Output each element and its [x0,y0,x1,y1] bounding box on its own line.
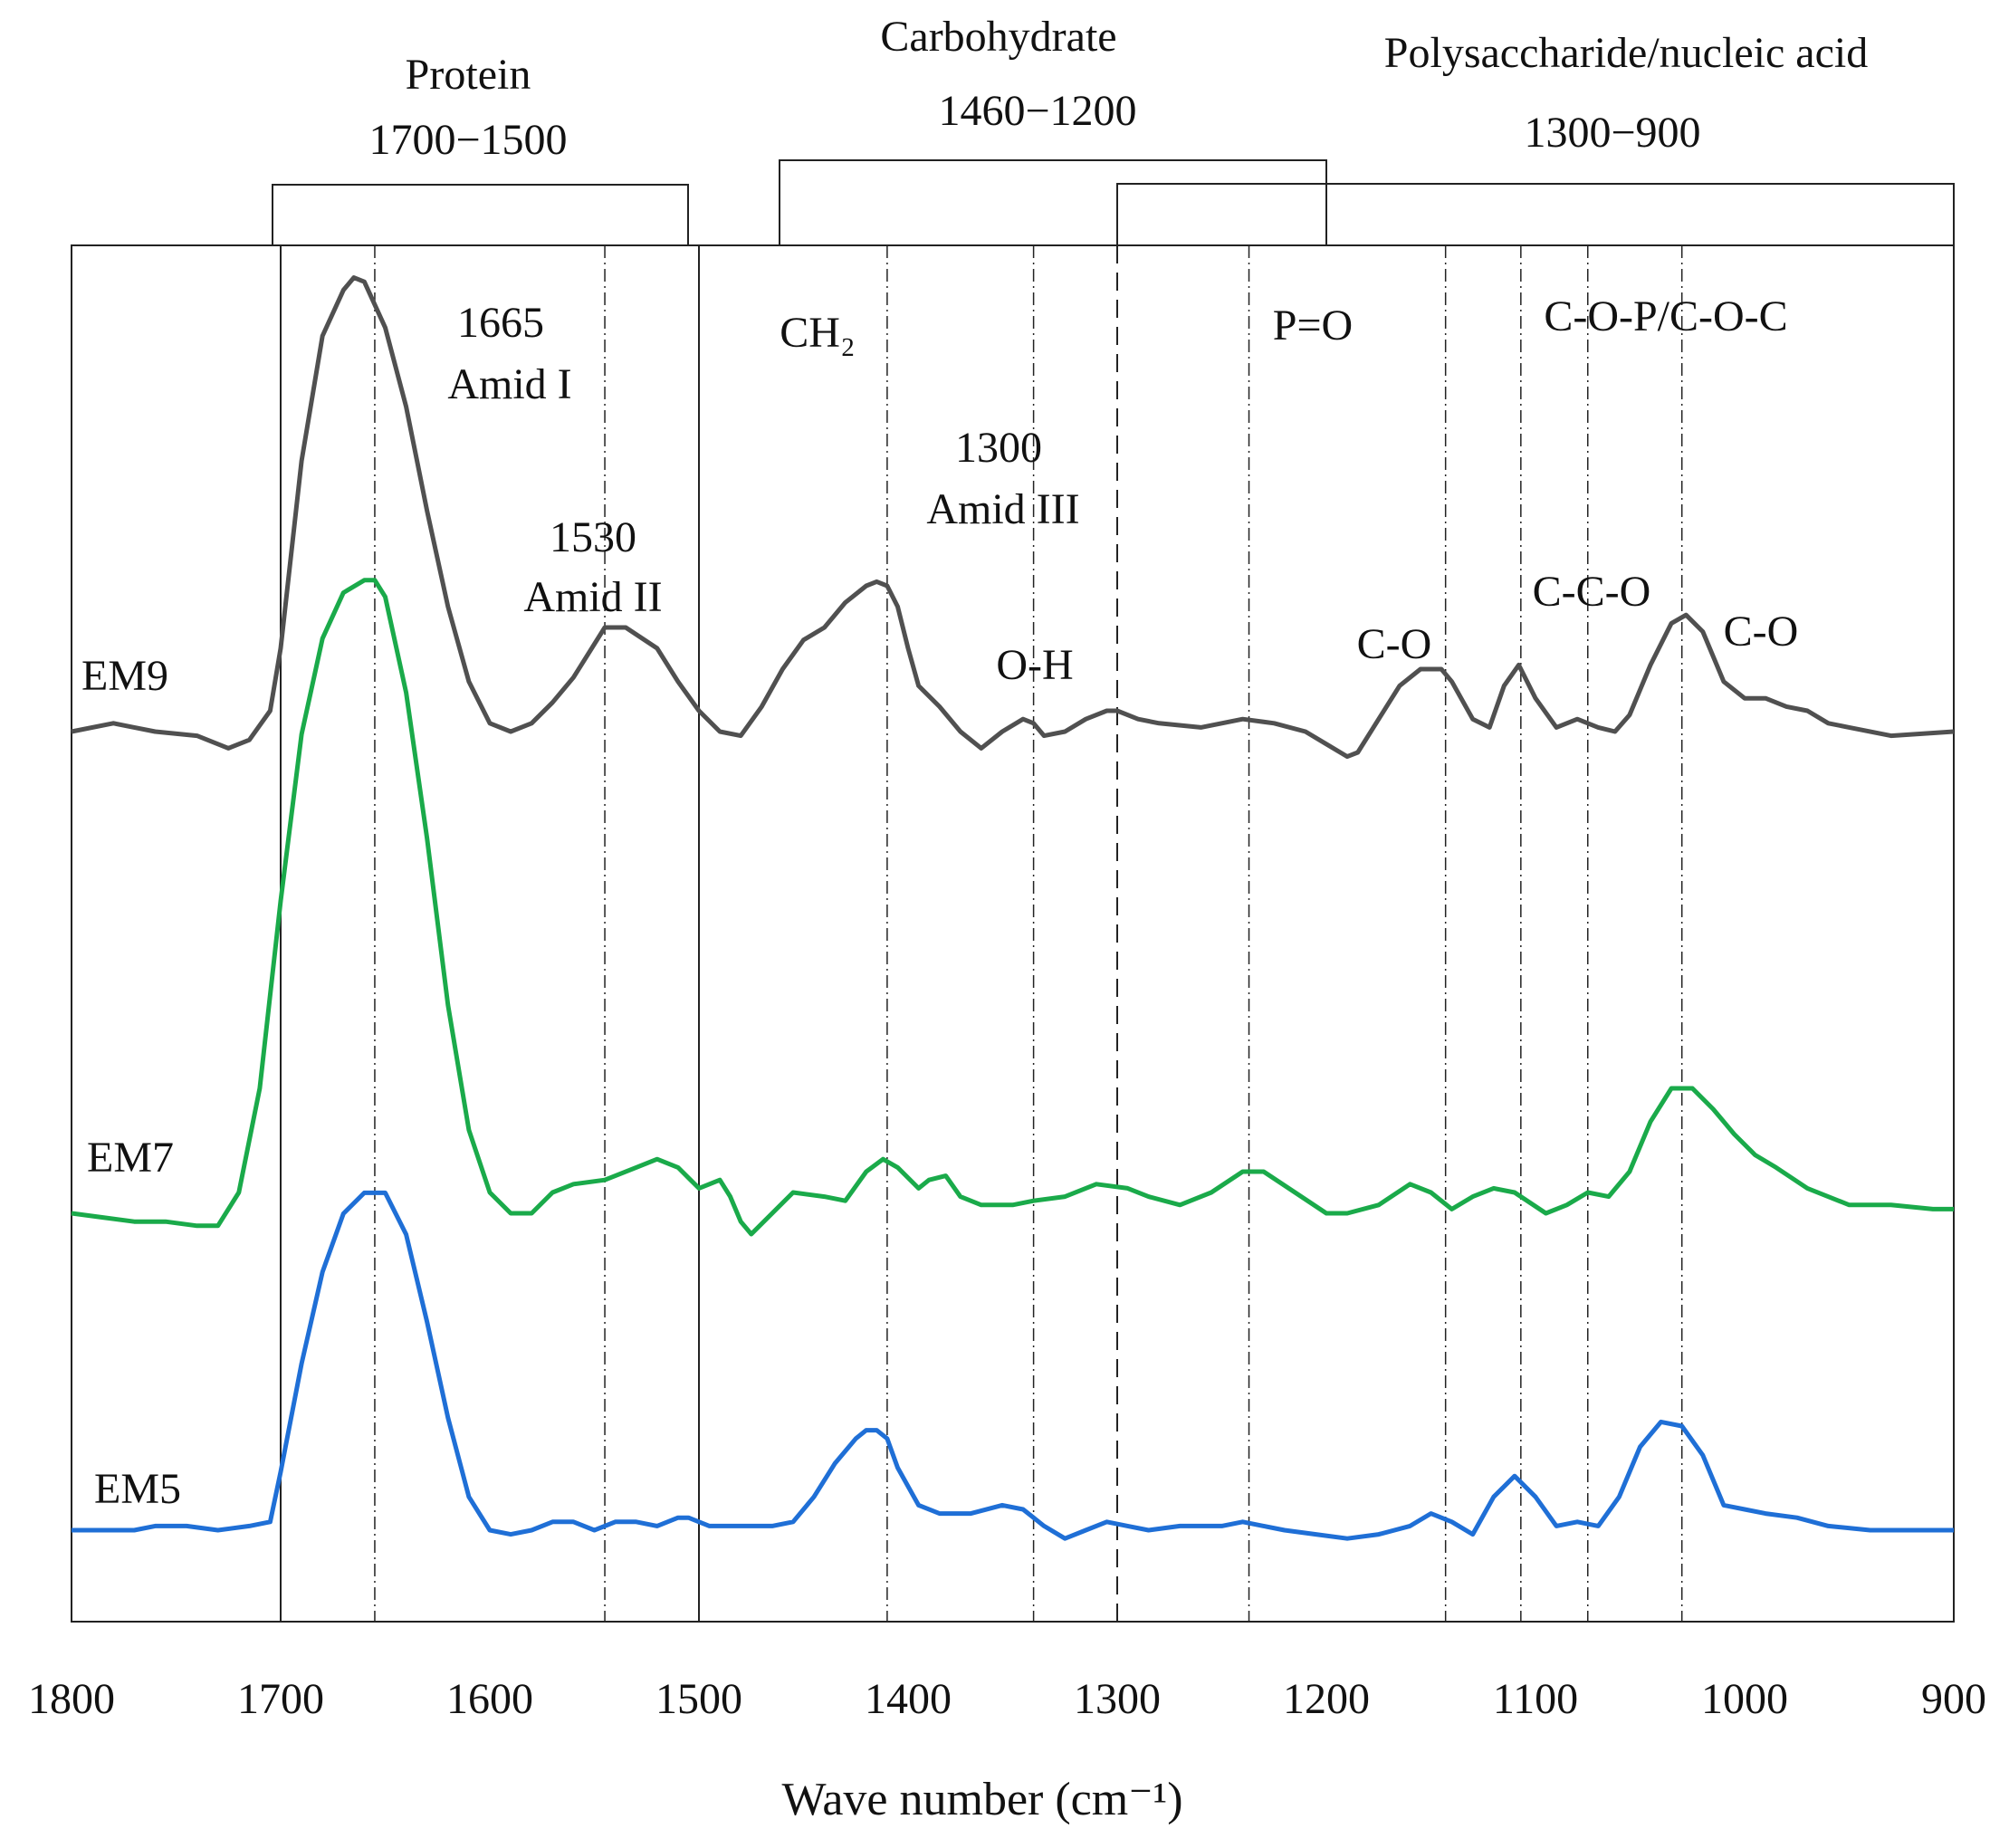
x-tick-label-1800: 1800 [28,1675,115,1723]
x-tick-label-1100: 1100 [1493,1675,1578,1723]
polysaccharide-region-range: 1300−900 [1524,109,1700,157]
carbohydrate-bracket [779,159,1327,245]
x-axis-label: Wave number (cm⁻¹) [781,1774,1182,1825]
annotation-amid-iii: Amid III [926,485,1079,533]
annotation-1665: 1665 [457,299,544,347]
polysaccharide-region-title: Polysaccharide/nucleic acid [1384,29,1868,77]
series-line-em7 [71,578,1954,1237]
annotation-amid-ii: Amid II [523,573,662,621]
series-line-em5 [72,1190,1954,1541]
annotation-p-o: P=O [1273,302,1353,349]
annotation-c-c-o: C-C-O [1533,568,1651,616]
annotation-ch2: CH₂ [780,309,855,357]
x-tick-label-1500: 1500 [655,1675,742,1723]
polysaccharide-bracket [1116,183,1955,245]
protein-region-range: 1700−1500 [368,116,567,164]
series-label-em9: EM9 [81,652,168,700]
x-tick-label-1700: 1700 [237,1675,324,1723]
annotation-1300: 1300 [955,424,1042,472]
reference-lines [280,245,1683,1622]
x-tick-label-1400: 1400 [865,1675,952,1723]
series-label-em5: EM5 [94,1465,181,1513]
annotation-c-o-2: C-O [1724,608,1799,656]
x-tick-label-1200: 1200 [1283,1675,1370,1723]
spectra-series [71,275,1955,1541]
region-brackets: Protein 1700−1500 Carbohydrate 1460−1200… [272,13,1955,245]
annotation-c-o-1: C-O [1357,620,1432,668]
x-tick-label-1300: 1300 [1074,1675,1161,1723]
plot-frame [71,244,1955,1623]
annotation-c-o-p-c-o-c: C-O-P/C-O-C [1544,292,1787,340]
x-tick-label-900: 900 [1921,1675,1986,1723]
x-axis-ticks: 1800 1700 1600 1500 1400 1300 1200 1100 1000 900 [28,1675,1986,1723]
x-tick-label-1000: 1000 [1701,1675,1788,1723]
x-tick-label-1600: 1600 [446,1675,533,1723]
annotation-amid-i: Amid I [447,360,571,408]
series-label-em7: EM7 [87,1134,174,1182]
series-line-em9 [71,275,1955,760]
carbohydrate-region-title: Carbohydrate [880,13,1116,61]
annotation-o-h: O-H [996,641,1073,689]
protein-region-title: Protein [406,51,531,99]
protein-bracket [272,184,689,245]
peak-annotations: 1665 Amid I 1530 Amid II CH₂ 1300 Amid I… [447,292,1798,689]
annotation-1530: 1530 [550,513,636,561]
carbohydrate-region-range: 1460−1200 [938,87,1136,135]
